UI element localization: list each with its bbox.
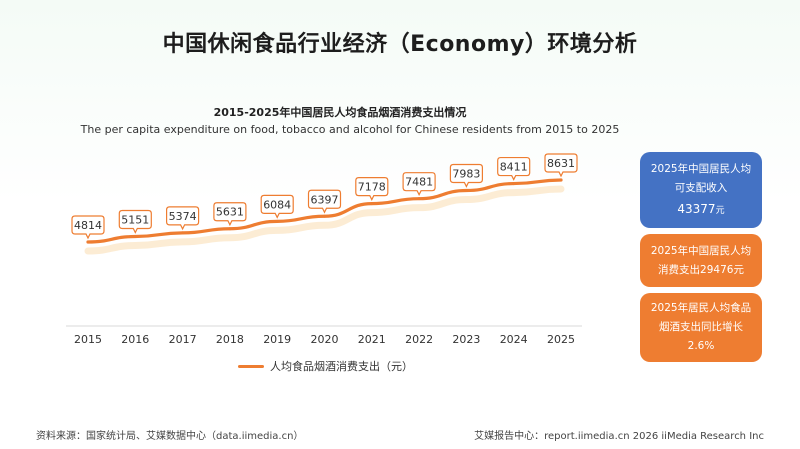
data-label-text: 7178 bbox=[358, 181, 386, 194]
data-label-text: 4814 bbox=[74, 219, 102, 232]
data-label-box bbox=[497, 156, 531, 181]
data-label-text: 8411 bbox=[500, 161, 528, 174]
data-point-2024 bbox=[512, 182, 516, 186]
data-label-2022: 7481 bbox=[402, 172, 436, 197]
data-label-box bbox=[213, 202, 247, 227]
data-label-2018: 5631 bbox=[213, 202, 247, 227]
chart-title: 2015-2025年中国居民人均食品烟酒消费支出情况 bbox=[213, 106, 467, 119]
copyright-note: 艾媒报告中心：report.iimedia.cn 2026 iiMedia Re… bbox=[474, 431, 764, 442]
income-card-value: 43377 bbox=[677, 201, 716, 216]
data-label-box bbox=[166, 206, 200, 231]
x-tick-label-2021: 2021 bbox=[358, 333, 386, 346]
data-point-2020 bbox=[323, 214, 326, 218]
x-tick-label-2023: 2023 bbox=[452, 333, 480, 346]
legend-swatch bbox=[238, 364, 264, 368]
income-card-unit: 元 bbox=[715, 205, 725, 216]
data-point-2015 bbox=[86, 240, 90, 244]
page-title: 中国休闲食品行业经济（Economy）环境分析 bbox=[162, 32, 638, 57]
data-point-2017 bbox=[181, 231, 185, 235]
chart-legend: 人均食品烟酒消费支出（元） bbox=[238, 357, 413, 375]
data-label-2020: 6397 bbox=[307, 189, 342, 214]
data-label-text: 6084 bbox=[263, 198, 291, 211]
data-label-box bbox=[449, 163, 483, 188]
consumption-card-line1: 2025年中国居民人均 bbox=[650, 244, 752, 257]
income-card-line2: 可支配收入 bbox=[674, 181, 728, 194]
x-tick-label-2025: 2025 bbox=[547, 333, 575, 346]
data-label-2019: 6084 bbox=[260, 194, 294, 219]
data-label-box bbox=[544, 153, 578, 178]
series-line-shadow bbox=[84, 185, 565, 255]
x-tick-label-2015: 2015 bbox=[74, 333, 102, 346]
data-label-text: 5374 bbox=[169, 210, 197, 223]
income-card-value-row: 43377元 bbox=[646, 200, 756, 221]
data-label-box bbox=[118, 209, 152, 234]
data-label-box bbox=[355, 177, 389, 201]
x-tick-label-2020: 2020 bbox=[311, 333, 339, 346]
chart-subtitle: The per capita expenditure on food, toba… bbox=[80, 123, 620, 136]
data-label-box bbox=[260, 194, 294, 219]
consumption-card-line2: 消费支出29476元 bbox=[658, 263, 744, 276]
data-label-2015: 4814 bbox=[71, 215, 105, 240]
data-point-2025 bbox=[559, 178, 563, 182]
data-point-2021 bbox=[370, 202, 374, 206]
data-label-2021: 7178 bbox=[355, 177, 389, 201]
x-tick-label-2017: 2017 bbox=[169, 333, 197, 346]
consumption-card: 2025年中国居民人均 消费支出29476元 bbox=[640, 234, 762, 287]
data-label-2025: 8631 bbox=[544, 153, 578, 178]
data-label-text: 6397 bbox=[311, 193, 339, 206]
data-label-text: 7481 bbox=[405, 176, 433, 189]
growth-card-line3: 2.6% bbox=[687, 340, 715, 352]
data-label-text: 5631 bbox=[216, 206, 244, 219]
x-tick-label-2019: 2019 bbox=[263, 333, 291, 346]
data-point-2023 bbox=[464, 189, 468, 193]
x-tick-label-2018: 2018 bbox=[216, 333, 244, 346]
data-label-box bbox=[307, 189, 342, 214]
data-point-2016 bbox=[133, 235, 137, 239]
data-point-2019 bbox=[275, 219, 279, 223]
data-point-2018 bbox=[228, 227, 232, 231]
legend-label: 人均食品烟酒消费支出（元） bbox=[270, 360, 413, 373]
x-tick-label-2024: 2024 bbox=[500, 333, 528, 346]
source-note: 资料来源：国家统计局、艾媒数据中心（data.iimedia.cn） bbox=[36, 431, 304, 442]
data-label-2024: 8411 bbox=[497, 156, 531, 181]
growth-card-line2: 烟酒支出同比增长 bbox=[659, 321, 743, 333]
income-card: 2025年中国居民人均 可支配收入 43377元 bbox=[640, 152, 762, 228]
x-tick-label-2016: 2016 bbox=[121, 333, 149, 346]
x-tick-label-2022: 2022 bbox=[405, 333, 433, 346]
data-label-text: 7983 bbox=[452, 168, 480, 181]
income-card-line1: 2025年中国居民人均 bbox=[650, 162, 752, 175]
data-point-2022 bbox=[417, 197, 421, 201]
growth-card-line1: 2025年居民人均食品 bbox=[650, 302, 752, 314]
growth-card: 2025年居民人均食品 烟酒支出同比增长 2.6% bbox=[640, 293, 762, 362]
data-label-text: 5151 bbox=[121, 214, 149, 227]
data-label-text: 8631 bbox=[547, 157, 575, 170]
data-label-box bbox=[71, 215, 105, 240]
data-label-2017: 5374 bbox=[166, 206, 200, 231]
data-label-2023: 7983 bbox=[449, 163, 483, 188]
data-label-2016: 5151 bbox=[118, 209, 152, 234]
data-label-box bbox=[402, 172, 436, 197]
